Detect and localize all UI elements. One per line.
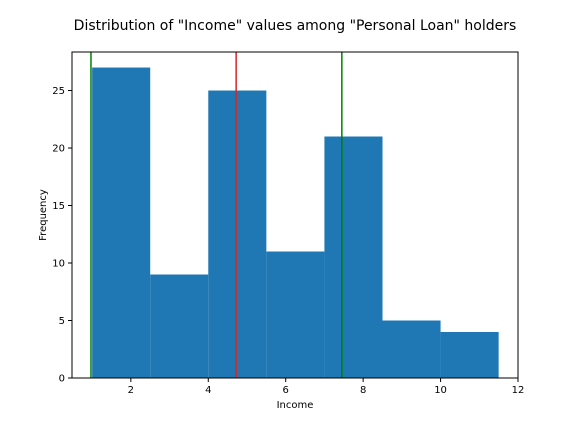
x-tick-label: 2 [128, 385, 134, 396]
histogram-bar-2 [150, 274, 209, 378]
histogram-bar-5 [324, 136, 383, 378]
y-axis-label: Frequency [38, 189, 49, 241]
y-tick-label: 5 [59, 316, 65, 327]
bars-layer [92, 67, 499, 379]
x-tick-label: 6 [283, 385, 289, 396]
y-tick-label: 25 [52, 86, 65, 97]
plot-area-frame [71, 51, 519, 379]
x-tick-label: 8 [360, 385, 366, 396]
x-tick-label: 4 [205, 385, 211, 396]
x-axis-label: Income [277, 400, 314, 411]
histogram-bar-6 [382, 320, 441, 378]
y-tick-label: 10 [52, 259, 65, 270]
histogram-bar-4 [266, 251, 325, 378]
histogram-bar-7 [440, 332, 499, 378]
x-tick-label: 12 [512, 385, 525, 396]
y-axis-ticks: 0 5 10 15 20 25 [52, 86, 72, 385]
y-tick-label: 20 [52, 144, 65, 155]
x-tick-label: 10 [434, 385, 447, 396]
y-tick-label: 15 [52, 201, 65, 212]
reference-lines-layer [90, 52, 343, 378]
chart-title: Distribution of "Income" values among "P… [74, 18, 517, 34]
histogram-bar-3 [208, 90, 267, 379]
y-tick-label: 0 [59, 374, 65, 385]
histogram-bar-1 [92, 67, 151, 379]
x-axis-ticks: 2 4 6 8 10 12 [128, 378, 525, 396]
